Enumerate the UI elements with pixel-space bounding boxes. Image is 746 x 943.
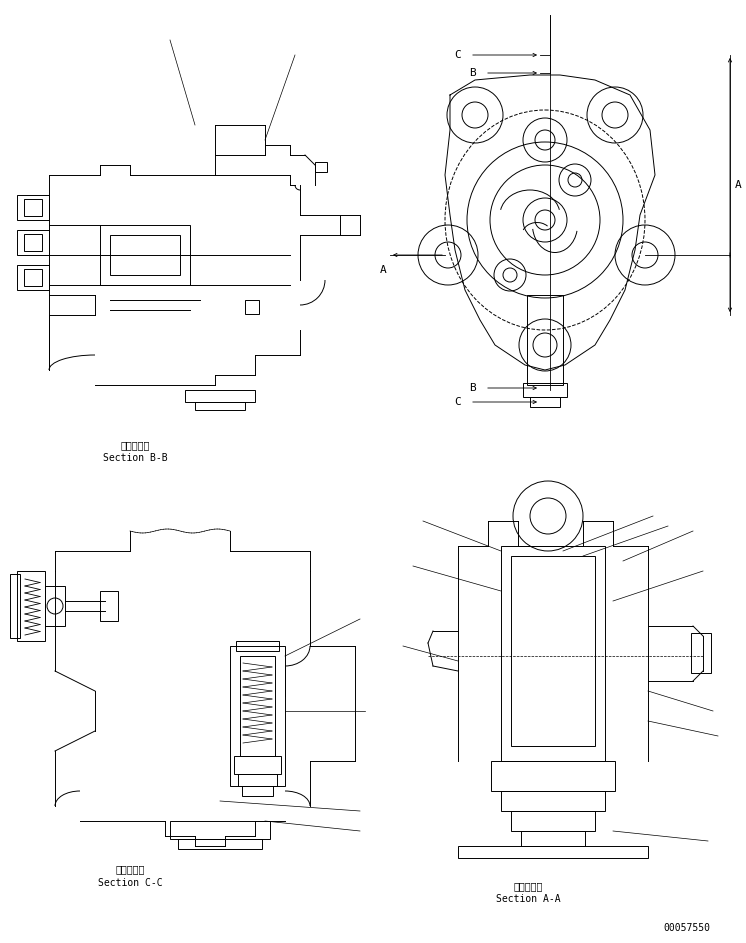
Bar <box>100 225 190 285</box>
Text: 断面Ａ－Ａ: 断面Ａ－Ａ <box>513 881 542 891</box>
Text: C: C <box>454 397 461 407</box>
Bar <box>17 230 49 255</box>
Bar <box>315 162 327 172</box>
Bar <box>185 390 255 402</box>
Bar <box>527 295 563 385</box>
Bar <box>501 791 605 811</box>
Bar <box>458 846 648 858</box>
Bar <box>100 591 118 621</box>
Text: B: B <box>470 68 477 78</box>
Text: B: B <box>470 383 477 393</box>
Bar <box>238 774 277 786</box>
Bar <box>245 300 259 314</box>
Bar <box>242 786 273 796</box>
Bar <box>691 633 711 673</box>
Bar <box>491 761 615 791</box>
Text: 断面Ｂ－Ｂ: 断面Ｂ－Ｂ <box>120 440 150 450</box>
Bar <box>17 265 49 290</box>
Bar <box>511 556 595 746</box>
Bar <box>511 811 595 831</box>
Bar <box>24 234 42 251</box>
Text: A: A <box>380 265 386 275</box>
Bar <box>178 839 262 849</box>
Text: C: C <box>454 50 461 60</box>
Bar <box>170 821 270 839</box>
Bar <box>17 195 49 220</box>
Bar <box>17 571 45 641</box>
Bar <box>234 756 281 774</box>
Bar <box>195 402 245 410</box>
Bar <box>240 656 275 756</box>
Bar <box>501 546 605 761</box>
Bar <box>45 586 65 626</box>
Text: Section A-A: Section A-A <box>495 894 560 904</box>
Text: Section C-C: Section C-C <box>98 878 163 888</box>
Text: 断面Ｃ－Ｃ: 断面Ｃ－Ｃ <box>116 864 145 874</box>
Bar <box>24 269 42 286</box>
Bar <box>110 235 180 275</box>
Bar <box>24 199 42 216</box>
Text: A: A <box>735 180 742 190</box>
Bar <box>530 397 560 407</box>
Bar <box>10 574 20 638</box>
Bar <box>236 641 279 651</box>
Bar <box>521 831 585 846</box>
Bar <box>523 383 567 397</box>
Text: Section B-B: Section B-B <box>103 453 167 463</box>
Bar <box>230 646 285 786</box>
Text: 00057550: 00057550 <box>663 923 710 933</box>
